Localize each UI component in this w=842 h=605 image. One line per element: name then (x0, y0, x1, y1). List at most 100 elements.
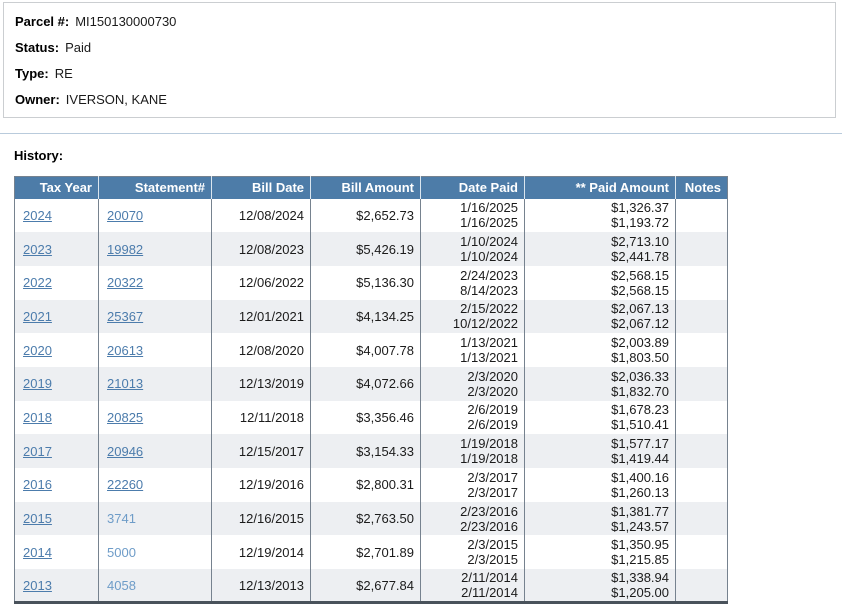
bill-date-cell: 12/19/2016 (211, 468, 311, 502)
header-row: Tax Year Statement# Bill Date Bill Amoun… (14, 176, 728, 199)
bill-date-cell: 12/08/2020 (211, 333, 311, 367)
statement-cell: 20825 (98, 400, 212, 435)
paid-amount-cell: $2,713.10 $2,441.78 (524, 232, 676, 266)
date-paid-line1: 1/10/2024 (460, 234, 518, 250)
tax-year-link[interactable]: 2018 (23, 409, 52, 425)
paid-amount-cell: $1,678.23 $1,510.41 (524, 400, 676, 435)
tax-year-link[interactable]: 2022 (23, 275, 52, 291)
table-row: 2024 20070 12/08/2024 $2,652.73 1/16/202… (14, 198, 728, 233)
paid-amount-cell: $2,036.33 $1,832.70 (524, 366, 676, 401)
paid-amount-line1: $2,713.10 (611, 234, 669, 250)
paid-amount-line1: $2,568.15 (611, 267, 669, 283)
paid-amount-line2: $1,215.85 (611, 552, 669, 568)
tax-year-link[interactable]: 2023 (23, 241, 52, 257)
bill-date-cell: 12/01/2021 (211, 299, 311, 334)
statement-link[interactable]: 21013 (107, 376, 144, 392)
type-label: Type: (15, 66, 49, 81)
statement-link[interactable]: 22260 (107, 477, 144, 493)
notes-cell (675, 198, 728, 233)
date-paid-line1: 2/6/2019 (467, 402, 518, 418)
col-header-bill-date: Bill Date (211, 176, 311, 199)
statement-cell: 19982 (98, 232, 212, 266)
paid-amount-line1: $1,400.16 (611, 469, 669, 485)
paid-amount-cell: $1,400.16 $1,260.13 (524, 468, 676, 502)
paid-amount-line1: $2,003.89 (611, 335, 669, 351)
date-paid-line1: 2/24/2023 (460, 267, 518, 283)
parcel-number-label: Parcel #: (15, 14, 70, 29)
notes-cell (675, 333, 728, 367)
date-paid-line1: 2/23/2016 (460, 503, 518, 519)
table-row: 2016 22260 12/19/2016 $2,800.31 2/3/2017… (14, 468, 728, 502)
paid-amount-line1: $1,381.77 (611, 503, 669, 519)
date-paid-line1: 1/16/2025 (460, 200, 518, 216)
notes-cell (675, 535, 728, 570)
tax-year-link[interactable]: 2019 (23, 376, 52, 392)
paid-amount-line2: $2,067.12 (611, 316, 669, 332)
date-paid-line2: 2/11/2014 (461, 585, 518, 601)
tax-year-cell: 2021 (15, 300, 99, 334)
date-paid-line2: 2/3/2020 (467, 383, 518, 399)
tax-year-link[interactable]: 2015 (23, 511, 52, 527)
bill-date-cell: 12/13/2019 (211, 366, 311, 401)
bill-date-cell: 12/08/2024 (211, 198, 311, 233)
paid-amount-line2: $1,803.50 (611, 350, 669, 366)
bill-amount-cell: $3,356.46 (310, 400, 421, 435)
status-value: Paid (65, 40, 92, 55)
statement-link: 5000 (107, 544, 136, 560)
paid-amount-cell: $2,003.89 $1,803.50 (524, 333, 676, 367)
tax-year-link[interactable]: 2013 (23, 577, 52, 593)
type-row: Type: RE (15, 65, 835, 91)
paid-amount-line1: $2,036.33 (611, 368, 669, 384)
table-row: 2013 4058 12/13/2013 $2,677.84 2/11/2014… (14, 569, 728, 603)
statement-link[interactable]: 20322 (107, 275, 144, 291)
history-heading: History: (14, 148, 64, 163)
paid-amount-cell: $1,381.77 $1,243.57 (524, 501, 676, 536)
parcel-info-panel: Parcel #: MI150130000730 Status: Paid Type… (3, 2, 836, 118)
statement-link[interactable]: 20946 (107, 443, 144, 459)
date-paid-cell: 1/19/2018 1/19/2018 (420, 434, 525, 468)
date-paid-line1: 2/11/2014 (461, 570, 518, 586)
paid-amount-line2: $1,260.13 (611, 484, 669, 500)
statement-cell: 22260 (98, 468, 212, 502)
notes-cell (675, 434, 728, 468)
date-paid-cell: 1/16/2025 1/16/2025 (420, 198, 525, 233)
date-paid-line1: 2/3/2017 (467, 469, 518, 485)
col-header-statement: Statement# (98, 176, 212, 199)
tax-year-link[interactable]: 2014 (23, 544, 52, 560)
bill-amount-cell: $4,072.66 (310, 366, 421, 401)
table-row: 2014 5000 12/19/2014 $2,701.89 2/3/2015 … (14, 535, 728, 570)
bill-amount-cell: $2,800.31 (310, 468, 421, 502)
date-paid-line2: 1/19/2018 (460, 451, 518, 467)
tax-year-cell: 2022 (15, 266, 99, 300)
table-row: 2015 3741 12/16/2015 $2,763.50 2/23/2016… (14, 501, 728, 536)
bill-amount-cell: $4,007.78 (310, 333, 421, 367)
notes-cell (675, 265, 728, 300)
statement-link[interactable]: 20613 (107, 342, 144, 358)
bill-date-cell: 12/13/2013 (211, 569, 311, 603)
tax-year-link[interactable]: 2020 (23, 342, 52, 358)
tax-year-link[interactable]: 2021 (23, 308, 52, 324)
statement-link[interactable]: 19982 (107, 241, 144, 257)
paid-amount-line2: $2,441.78 (611, 249, 669, 265)
table-row: 2021 25367 12/01/2021 $4,134.25 2/15/202… (14, 299, 728, 334)
statement-link[interactable]: 20070 (107, 207, 144, 223)
paid-amount-cell: $1,577.17 $1,419.44 (524, 434, 676, 468)
date-paid-line2: 2/3/2015 (467, 552, 518, 568)
date-paid-line1: 2/3/2020 (467, 368, 518, 384)
tax-year-link[interactable]: 2016 (23, 477, 52, 493)
date-paid-cell: 2/24/2023 8/14/2023 (420, 265, 525, 300)
statement-link[interactable]: 25367 (107, 308, 144, 324)
paid-amount-cell: $1,350.95 $1,215.85 (524, 535, 676, 570)
date-paid-line1: 1/19/2018 (460, 436, 518, 452)
status-row: Status: Paid (15, 39, 835, 65)
date-paid-line2: 1/13/2021 (460, 350, 518, 366)
notes-cell (675, 366, 728, 401)
statement-link[interactable]: 20825 (107, 409, 144, 425)
tax-year-link[interactable]: 2017 (23, 443, 52, 459)
bill-date-cell: 12/15/2017 (211, 434, 311, 468)
paid-amount-line1: $1,338.94 (611, 570, 669, 586)
owner-row: Owner: IVERSON, KANE (15, 91, 835, 117)
notes-cell (675, 501, 728, 536)
tax-year-link[interactable]: 2024 (23, 207, 52, 223)
date-paid-line2: 1/16/2025 (460, 215, 518, 231)
